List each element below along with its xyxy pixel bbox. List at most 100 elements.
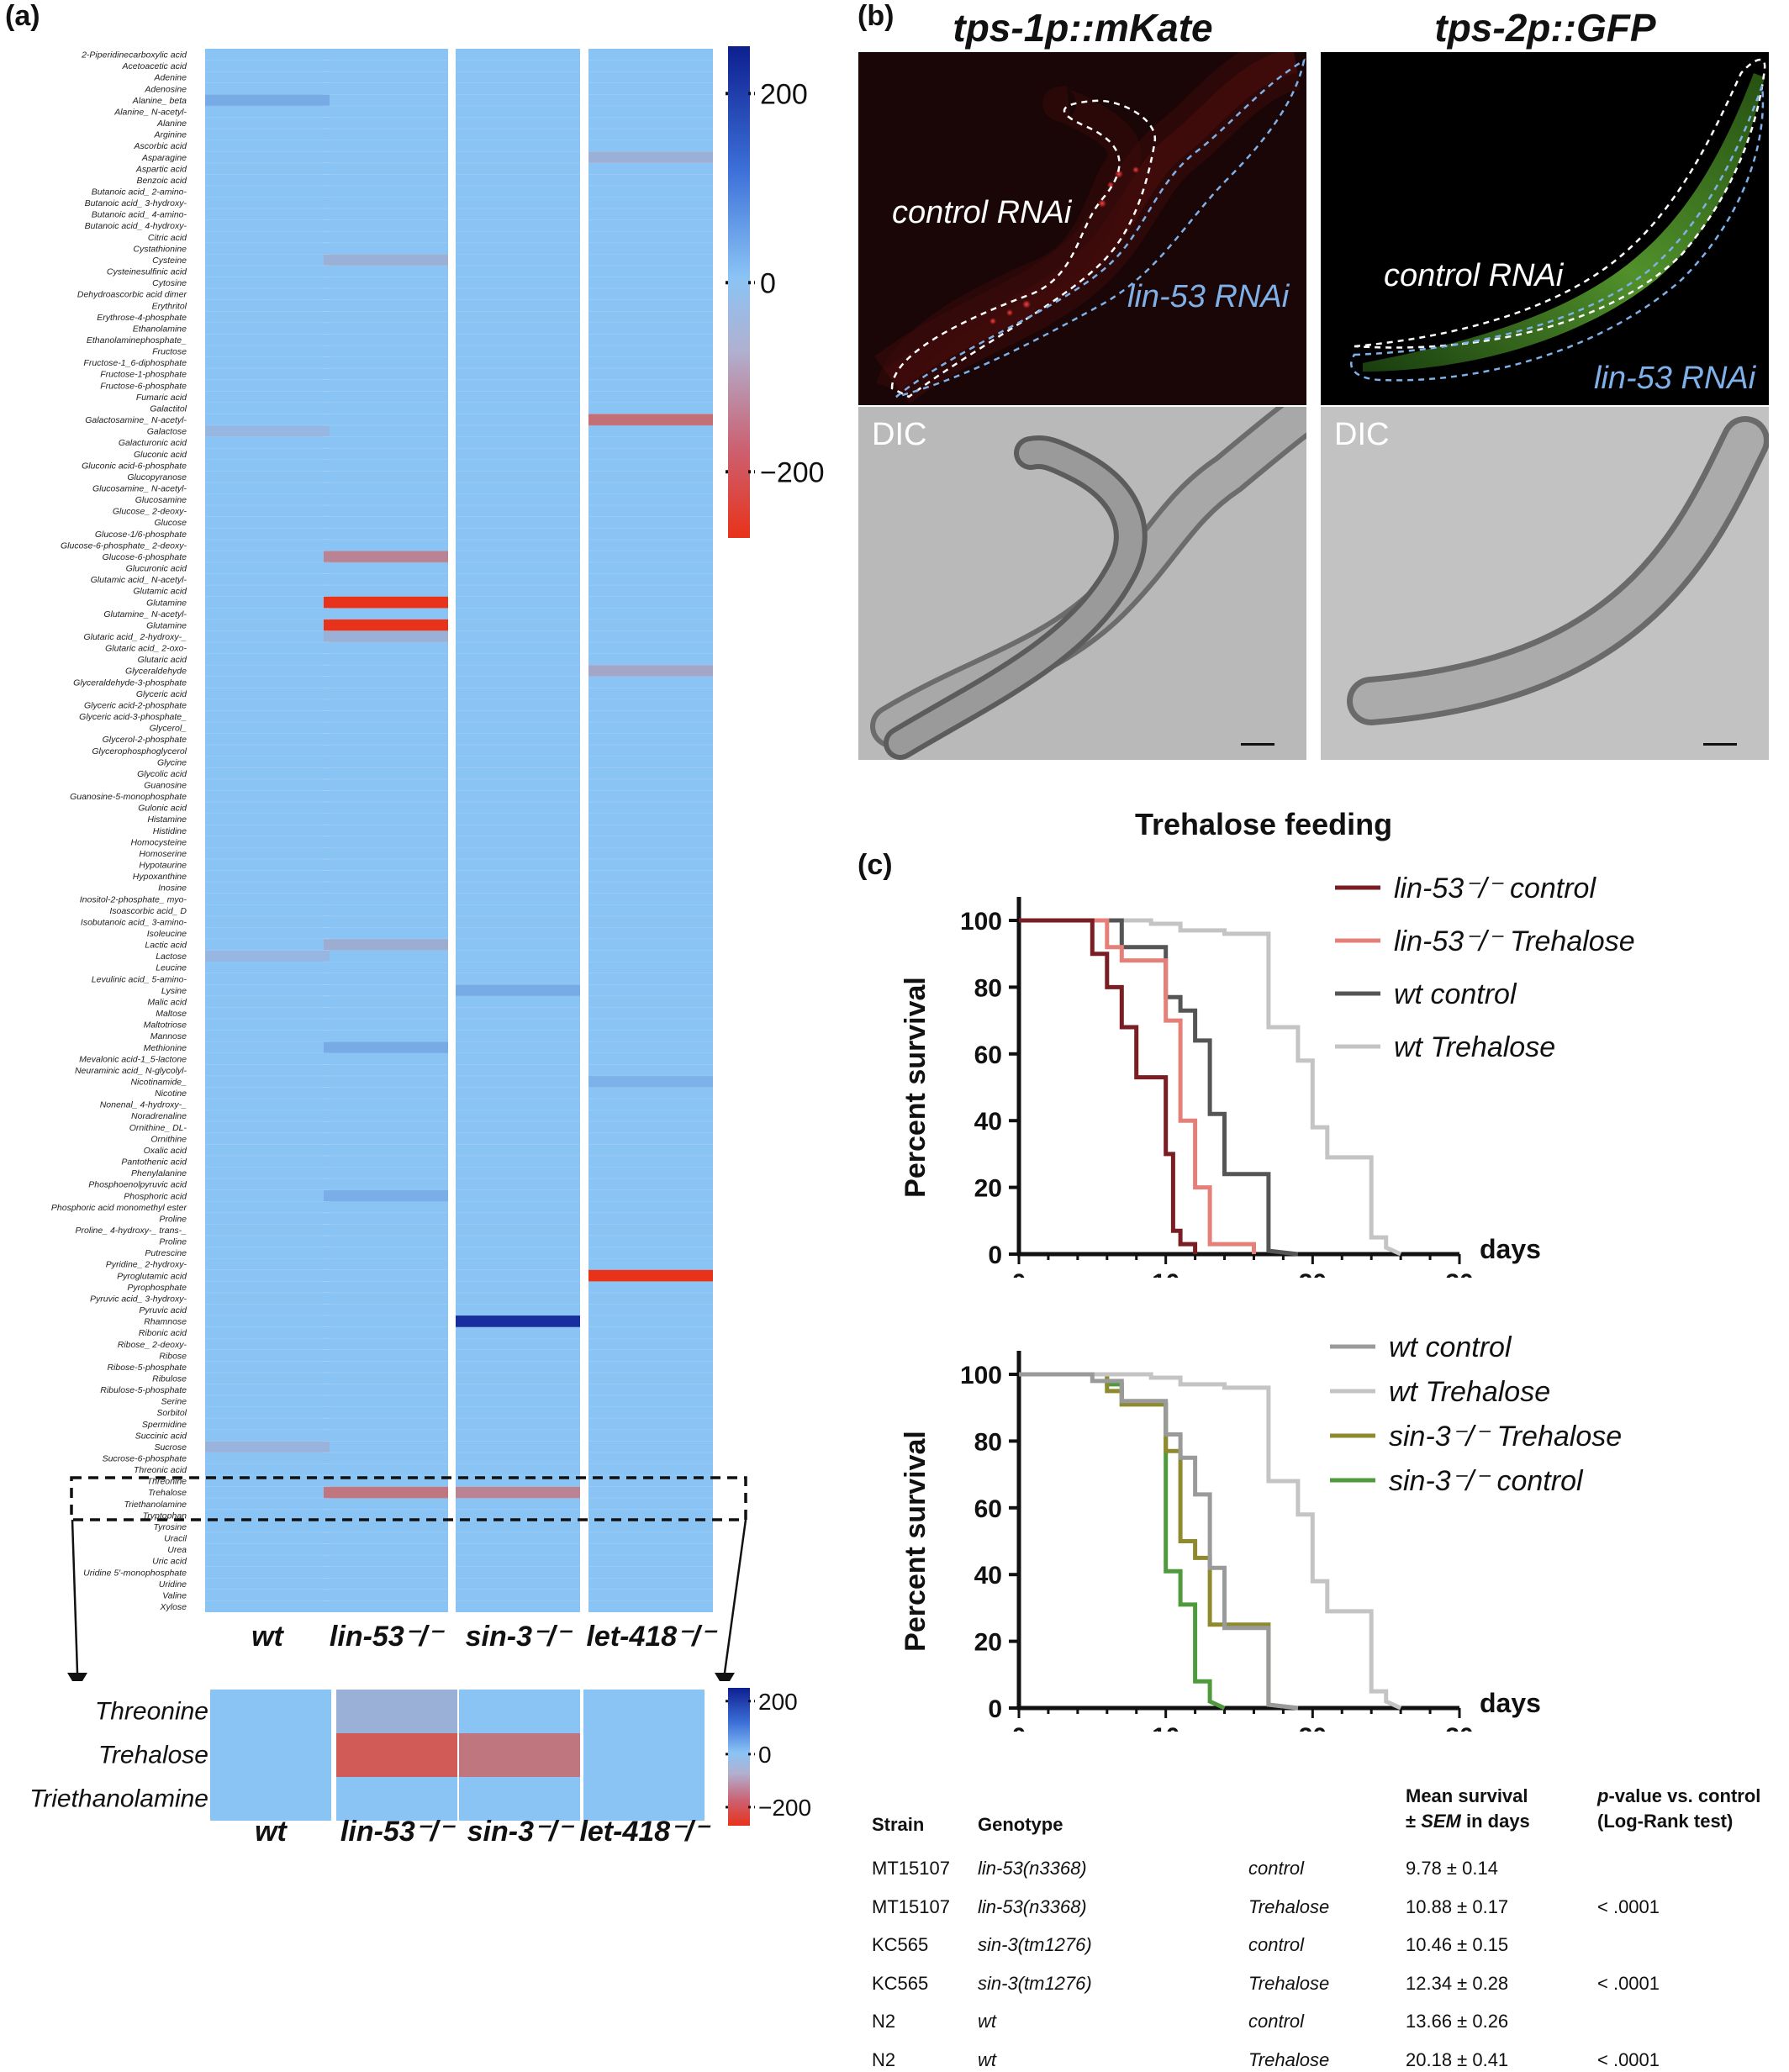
- metabolite-label: Isobutanoic acid_ 3-amino-: [81, 917, 187, 927]
- metabolite-label: Adenosine: [144, 84, 187, 94]
- survival-curve: [1019, 918, 1299, 1257]
- y-tick-label: 40: [974, 1562, 1002, 1590]
- metabolite-label: Glucose_ 2-deoxy-: [113, 507, 187, 517]
- highlight-box: [70, 1476, 747, 1521]
- metabolite-label: Butanoic acid_ 2-amino-: [92, 187, 187, 198]
- y-tick-label: 80: [974, 974, 1002, 1002]
- survival-table: Mean survival ± SEM in days p-value vs. …: [870, 1774, 1786, 2072]
- metabolite-label: Histamine: [147, 815, 187, 825]
- heatmap-column-bg: [456, 49, 580, 1612]
- metabolite-label: Mevalonic acid-1_5-lactone: [79, 1054, 187, 1064]
- zoom-cell: [583, 1733, 705, 1777]
- table-cell: lin-53(n3368): [978, 1895, 1087, 1917]
- metabolite-label: Tyrosine: [154, 1522, 187, 1532]
- metabolite-label: Lactose: [156, 952, 187, 962]
- table-cell: 13.66 ± 0.26: [1406, 2011, 1509, 2032]
- metabolite-label: Benzoic acid: [136, 176, 187, 186]
- heatmap-cell: [324, 1041, 448, 1054]
- metabolite-label: Glyceric acid: [136, 689, 187, 699]
- zoom-cell: [210, 1777, 331, 1821]
- table-cell: Trehalose: [1248, 1895, 1330, 1917]
- metabolite-label: Rhamnose: [144, 1317, 187, 1327]
- x-axis-label: days: [1480, 1688, 1541, 1718]
- metabolite-label: Uridine 5'-monophosphate: [83, 1568, 187, 1578]
- colorbar-tick-label: 0: [760, 267, 776, 299]
- metabolite-label: Valine: [162, 1590, 187, 1600]
- metabolite-label: Galactitol: [150, 403, 187, 414]
- heatmap-column-bg: [324, 49, 448, 1612]
- zoom-cell: [336, 1733, 457, 1777]
- table-cell: control: [1248, 2011, 1305, 2032]
- panel-label-b: (b): [858, 0, 894, 32]
- table-cell: N2: [872, 2048, 896, 2070]
- metabolite-label: Citric acid: [148, 233, 187, 243]
- metabolite-label: Cysteinesulfinic acid: [107, 267, 187, 277]
- y-axis-label: Percent survival: [900, 1431, 931, 1652]
- y-tick-label: 60: [974, 1495, 1002, 1523]
- y-axis-label: Percent survival: [900, 977, 931, 1198]
- zoom-cell: [459, 1733, 580, 1777]
- survival-curve: [1019, 918, 1402, 1257]
- survival-curve: [1019, 1372, 1226, 1711]
- heatmap-cell: [324, 254, 448, 266]
- metabolite-label: Ethanolamine: [133, 324, 187, 334]
- table-cell: 12.34 ± 0.28: [1406, 1972, 1509, 1994]
- control-rnai-label-left: control RNAi: [892, 195, 1072, 230]
- table-cell: control: [1248, 1934, 1305, 1955]
- metabolite-label: Glucosamine_ N-acetyl-: [92, 484, 187, 494]
- y-tick-label: 0: [988, 1695, 1002, 1723]
- metabolite-label: Phosphoric acid monomethyl ester: [51, 1203, 187, 1213]
- microscopy-title-left: tps-1p::mKate: [953, 6, 1213, 50]
- metabolite-label: Threonic acid: [134, 1465, 187, 1475]
- table-cell: KC565: [872, 1972, 929, 1994]
- metabolite-label: Erythritol: [152, 301, 187, 311]
- table-header-mean: Mean survival ± SEM in days: [1406, 1784, 1530, 1834]
- metabolite-label: Glucuronic acid: [126, 564, 188, 574]
- heatmap-cell: [324, 596, 448, 609]
- metabolite-label: Fructose-6-phosphate: [100, 381, 187, 391]
- metabolite-label: Succinic acid: [135, 1431, 187, 1441]
- survival-curve: [1019, 1372, 1402, 1711]
- metabolite-label: Methionine: [144, 1043, 187, 1053]
- metabolite-label: Ethanolaminephosphate_: [87, 335, 187, 345]
- x-tick-label: 0: [1012, 1723, 1026, 1732]
- metabolite-label: Glutamic acid: [133, 587, 187, 597]
- dic-image-left: DIC: [858, 407, 1306, 760]
- metabolite-label: Ascorbic acid: [134, 141, 188, 151]
- panel-label-c: (c): [858, 849, 893, 881]
- metabolite-label: Proline_ 4-hydroxy-_ trans-_: [76, 1226, 187, 1236]
- zoom-arrowhead-left: [67, 1673, 87, 1681]
- metabolite-label: Fructose: [152, 347, 187, 357]
- metabolite-label: Butanoic acid_ 4-amino-: [92, 210, 187, 220]
- colorbar-tick-label: 200: [760, 78, 808, 110]
- metabolite-label: Isoascorbic acid_ D: [109, 906, 187, 916]
- table-cell: Trehalose: [1248, 2048, 1330, 2070]
- metabolite-label: Isoleucine: [147, 929, 187, 939]
- lin53-rnai-label-left: lin-53 RNAi: [1127, 279, 1290, 314]
- metabolite-label: Pyruvic acid_ 3-hydroxy-: [90, 1294, 187, 1304]
- metabolite-label: Cysteine: [152, 256, 187, 266]
- zoom-cell: [459, 1777, 580, 1821]
- table-cell: 20.18 ± 0.41: [1406, 2048, 1509, 2070]
- metabolite-label: Glyceraldehyde: [125, 667, 187, 677]
- heatmap-cell: [456, 984, 580, 997]
- metabolite-label: Fumaric acid: [136, 393, 187, 403]
- y-tick-label: 100: [960, 1362, 1002, 1389]
- metabolite-label: Guanosine-5-monophosphate: [70, 792, 187, 802]
- heatmap-cell: [324, 1189, 448, 1202]
- metabolite-label: Fructose-1-phosphate: [100, 370, 187, 380]
- metabolite-label: Glutamine: [146, 598, 187, 608]
- metabolite-label: Ornithine: [150, 1134, 187, 1144]
- table-cell: KC565: [872, 1934, 929, 1955]
- metabolite-label: Noradrenaline: [131, 1111, 187, 1121]
- metabolite-label: Glycerol-2-phosphate: [103, 735, 187, 745]
- zoom-row-label: Triethanolamine: [29, 1785, 208, 1812]
- metabolite-label: Maltose: [156, 1009, 187, 1019]
- metabolite-label: Pantothenic acid: [121, 1157, 187, 1168]
- survival-curve: [1019, 1372, 1299, 1711]
- survival-chart-top: 0 20 40 60 80 100 0 10 20 30 Percent survival days l…: [900, 873, 1635, 1278]
- lin53-rnai-label-right: lin-53 RNAi: [1594, 361, 1756, 396]
- zoom-colorbar-tick-label: 0: [758, 1742, 772, 1768]
- metabolite-label: Alanine_ N-acetyl-: [113, 107, 187, 117]
